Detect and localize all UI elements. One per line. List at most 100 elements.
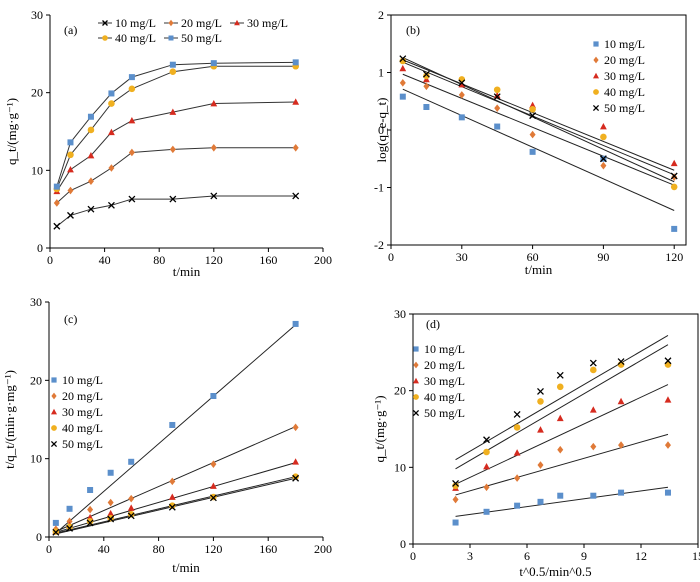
legend-marker	[413, 361, 419, 369]
legend-label: 30 mg/L	[424, 374, 465, 388]
series-line	[56, 61, 296, 187]
data-point	[529, 106, 536, 113]
data-point	[86, 518, 94, 525]
data-point	[128, 85, 136, 93]
data-point	[169, 477, 176, 486]
data-point	[67, 165, 74, 173]
data-point	[452, 479, 460, 487]
x-tick-label: 60	[527, 250, 539, 264]
data-point	[127, 512, 135, 520]
y-tick-label: 30	[30, 295, 42, 309]
x-axis-label: t^0.5/min^0.5	[519, 564, 591, 579]
legend-label: 20 mg/L	[62, 389, 103, 403]
data-point	[53, 222, 61, 230]
data-point	[292, 320, 299, 327]
legend-marker	[102, 20, 108, 26]
x-axis-label: t/min	[525, 262, 553, 277]
legend: 10 mg/L 20 mg/L 30 mg/L 40 mg/L 50 mg/L	[412, 342, 465, 420]
y-tick-label: -1	[374, 181, 384, 195]
y-tick-label: 30	[31, 8, 43, 22]
data-point	[66, 524, 74, 532]
x-tick-label: 12	[635, 549, 647, 563]
legend-label: 50 mg/L	[181, 31, 222, 45]
y-tick-label: -2	[374, 238, 384, 252]
data-point	[556, 414, 564, 422]
legend-marker	[412, 409, 420, 417]
y-axis-label: log(q_e-q_t)	[374, 98, 389, 163]
fit-line	[55, 477, 296, 535]
data-point	[128, 74, 135, 81]
y-axis-label: q_t/(mg·g⁻¹)	[4, 98, 19, 165]
legend-marker	[102, 35, 108, 41]
data-point	[599, 155, 607, 163]
y-tick-label: 0	[37, 241, 43, 255]
x-tick-label: 0	[46, 542, 52, 556]
data-point	[529, 112, 537, 120]
data-point	[514, 502, 521, 509]
fit-line	[455, 344, 669, 470]
fit-line	[55, 324, 296, 534]
x-tick-label: 0	[388, 250, 394, 264]
data-point	[399, 79, 406, 87]
data-point	[423, 72, 430, 80]
data-point	[292, 473, 299, 480]
data-point	[210, 60, 217, 67]
data-point	[87, 205, 95, 213]
x-tick-label: 0	[410, 549, 416, 563]
data-point	[292, 98, 300, 105]
data-point	[537, 461, 544, 469]
data-point	[210, 482, 217, 489]
legend-label: 20 mg/L	[604, 53, 645, 67]
legend-label: 30 mg/L	[62, 405, 103, 419]
data-point	[537, 398, 544, 405]
data-point	[452, 495, 459, 504]
data-point	[169, 68, 177, 75]
data-point	[483, 448, 490, 456]
data-point	[168, 503, 176, 511]
data-point	[423, 104, 430, 110]
data-point	[671, 225, 678, 232]
data-point	[210, 144, 217, 152]
y-tick-label: 10	[30, 452, 42, 466]
fit-line	[455, 384, 669, 485]
series-line	[56, 101, 296, 192]
data-point	[617, 397, 625, 405]
data-point	[600, 161, 607, 170]
x-tick-label: 120	[665, 250, 683, 264]
y-tick-label: 20	[394, 384, 406, 398]
data-point	[664, 357, 672, 365]
legend-label: 40 mg/L	[424, 390, 465, 404]
data-point	[210, 460, 217, 468]
data-point	[458, 91, 465, 99]
y-tick-label: 0	[378, 123, 384, 137]
x-tick-label: 80	[153, 542, 165, 556]
data-point	[53, 183, 60, 190]
data-point	[128, 195, 136, 203]
x-tick-label: 80	[153, 253, 165, 267]
data-point	[67, 186, 74, 195]
data-point	[513, 449, 521, 456]
data-point	[483, 462, 490, 470]
y-tick-label: 30	[394, 307, 406, 321]
data-point	[52, 528, 60, 536]
legend-marker	[50, 440, 58, 448]
data-point	[127, 510, 135, 518]
data-point	[458, 79, 466, 87]
panel-b: 0 30 60 90 120 -2 -1 0 1 2 t/min log(q_e-q_t) (b) 10 …	[374, 8, 687, 277]
x-tick-label: 90	[597, 250, 609, 264]
x-tick-label: 160	[259, 542, 277, 556]
legend-marker	[592, 104, 600, 112]
y-tick-label: 2	[378, 8, 384, 22]
data-point	[108, 128, 115, 136]
x-tick-label: 40	[99, 253, 111, 267]
fit-line	[55, 476, 296, 534]
data-point	[618, 489, 625, 496]
x-tick-label: 120	[205, 253, 223, 267]
data-point	[600, 122, 607, 130]
data-point	[87, 487, 94, 493]
legend-label: 20 mg/L	[181, 16, 222, 30]
data-point	[292, 423, 299, 432]
data-point	[423, 82, 430, 91]
series-line	[56, 195, 296, 227]
